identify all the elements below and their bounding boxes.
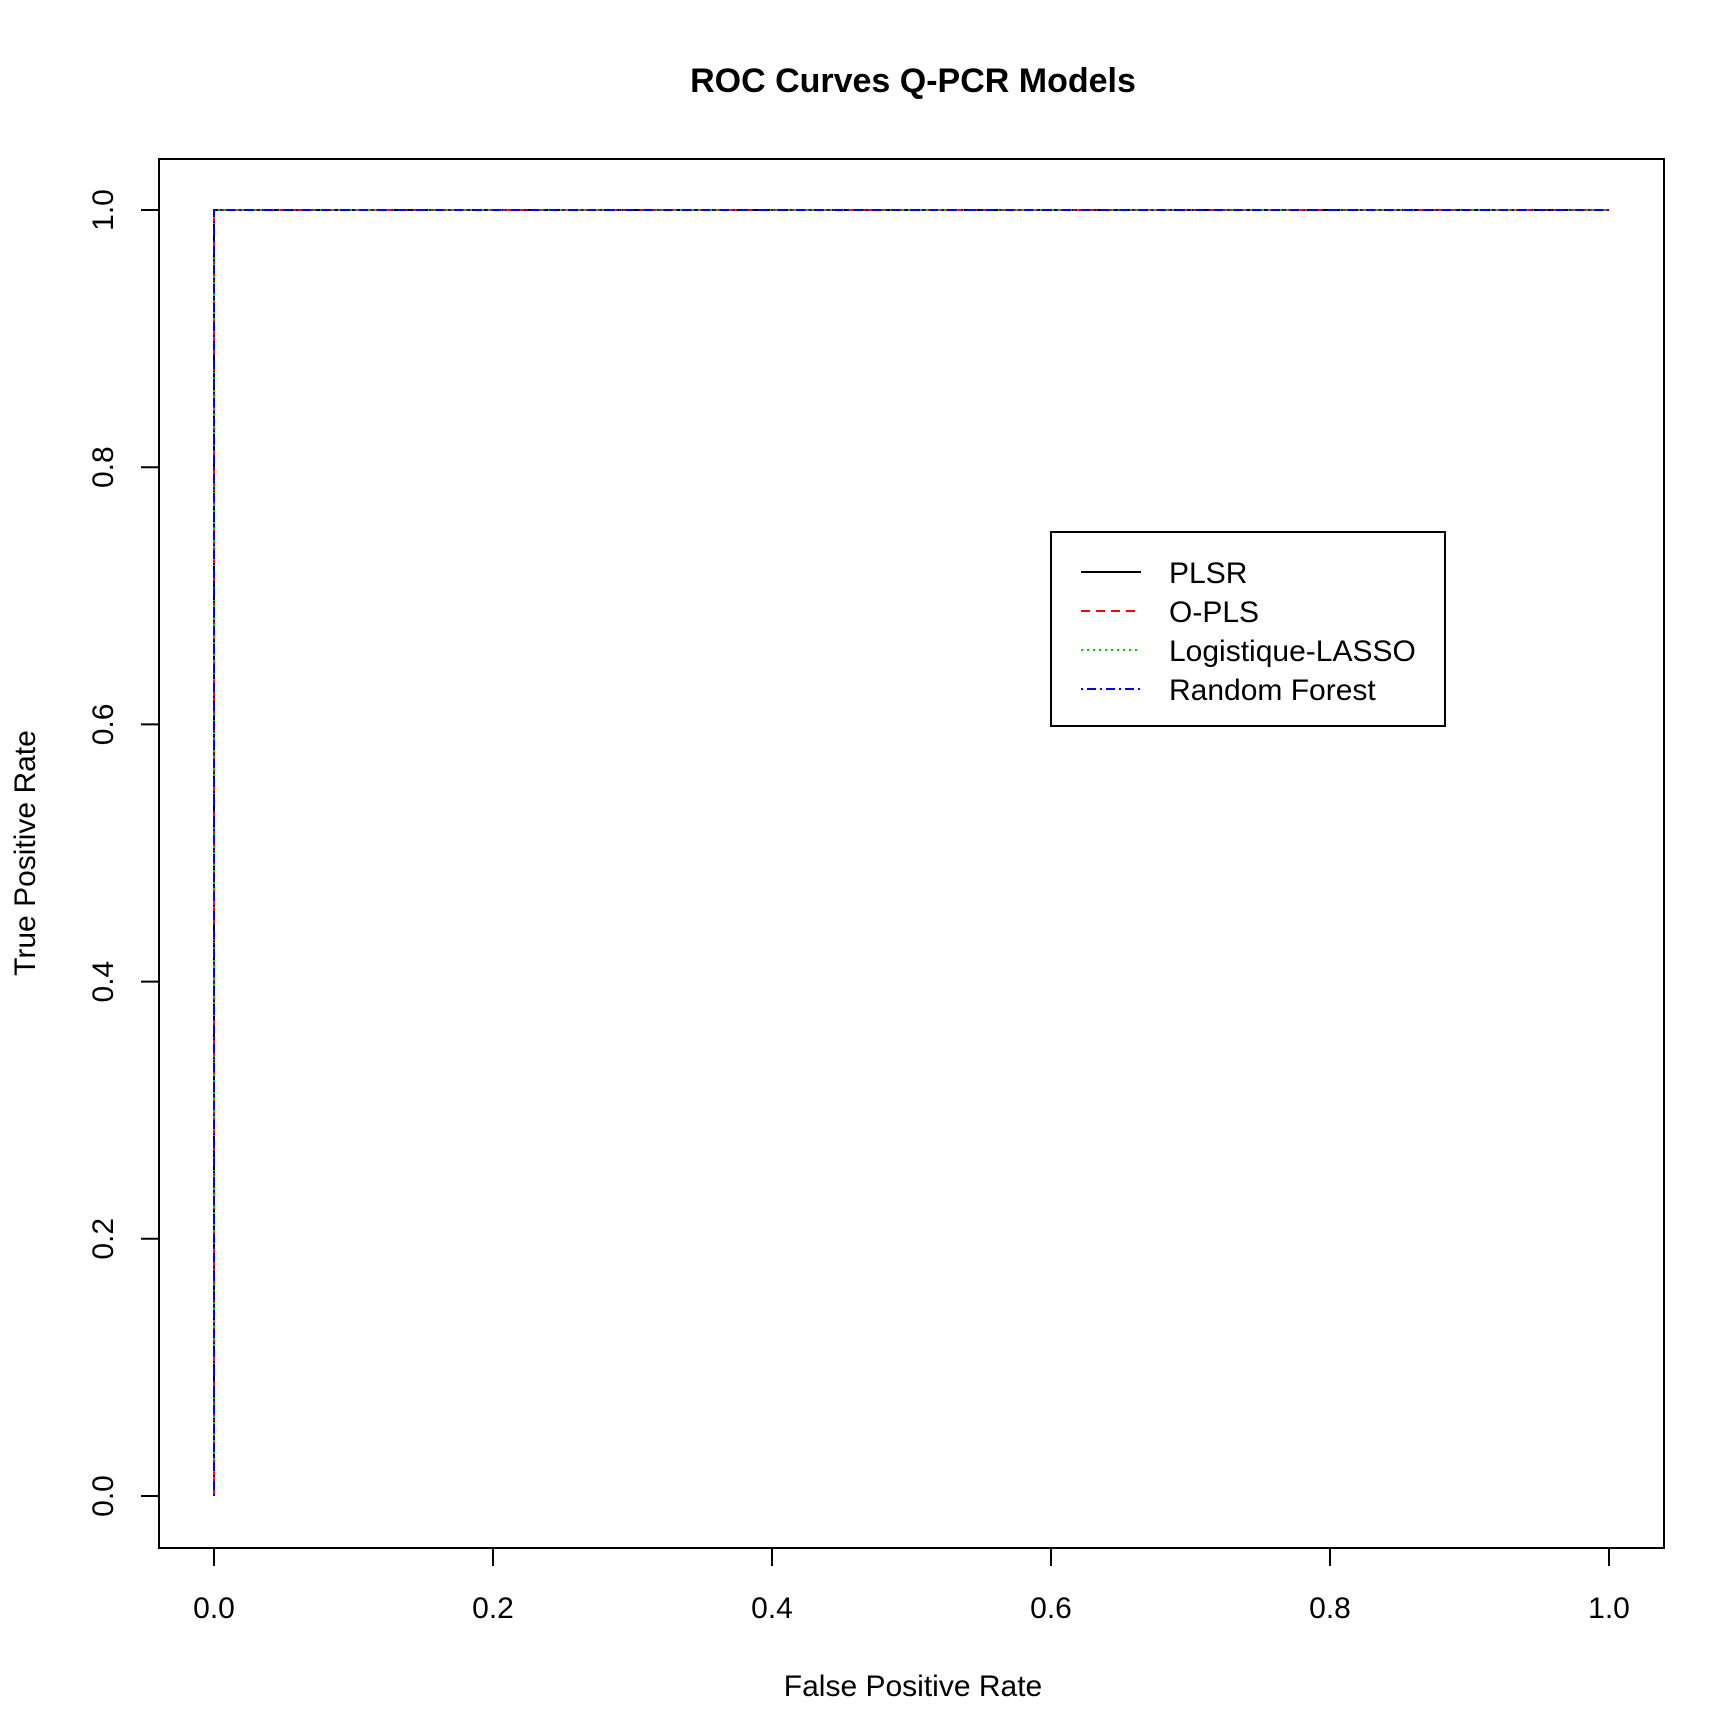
y-tick-label: 0.0 xyxy=(87,1475,120,1517)
x-tick-label: 0.2 xyxy=(472,1592,514,1625)
legend-label: PLSR xyxy=(1169,557,1247,590)
x-axis: 0.0 0.2 0.4 0.6 0.8 1.0 xyxy=(193,1547,1630,1625)
legend-label: Random Forest xyxy=(1169,674,1376,707)
series-line-logistique-lasso xyxy=(213,209,1609,1496)
y-tick-label: 0.6 xyxy=(87,704,120,746)
series-line-o-pls xyxy=(213,209,1609,1496)
legend-box xyxy=(1050,531,1446,727)
x-tick-label: 0.6 xyxy=(1030,1592,1072,1625)
y-tick-label: 0.4 xyxy=(87,961,120,1003)
y-tick-label: 0.8 xyxy=(87,446,120,488)
legend-label: O-PLS xyxy=(1169,596,1259,629)
plot-frame xyxy=(158,158,1665,1549)
y-axis-label: True Positive Rate xyxy=(9,730,42,976)
x-tick-label: 0.0 xyxy=(193,1592,235,1625)
x-axis-label: False Positive Rate xyxy=(784,1670,1042,1703)
chart-title: ROC Curves Q-PCR Models xyxy=(690,62,1136,100)
x-tick-label: 0.4 xyxy=(751,1592,793,1625)
legend: PLSR O-PLS Logistique-LASSO Random Forest xyxy=(1050,531,1446,727)
x-tick-label: 1.0 xyxy=(1588,1592,1630,1625)
legend-label: Logistique-LASSO xyxy=(1169,635,1416,668)
x-tick-label: 0.8 xyxy=(1309,1592,1351,1625)
series-line-plsr xyxy=(213,209,1609,1496)
series-line-random-forest xyxy=(213,209,1609,1496)
y-tick-label: 0.2 xyxy=(87,1218,120,1260)
y-axis: 0.0 0.2 0.4 0.6 0.8 1.0 xyxy=(87,189,160,1517)
y-tick-label: 1.0 xyxy=(87,189,120,231)
series-layer xyxy=(213,209,1609,1496)
